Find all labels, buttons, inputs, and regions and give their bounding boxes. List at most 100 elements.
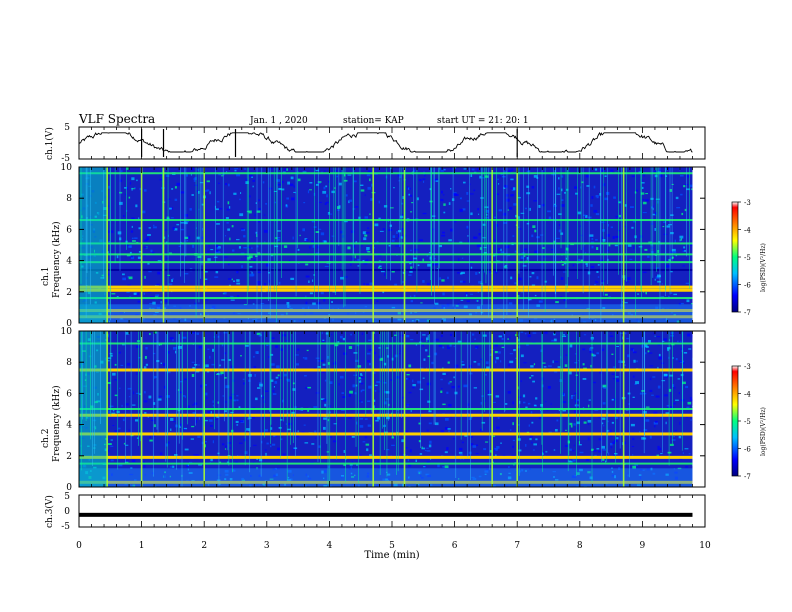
- spec-noise: [314, 430, 317, 434]
- spec-noise: [641, 186, 644, 189]
- spec-noise: [255, 351, 259, 354]
- spec-noise: [466, 200, 470, 202]
- station-label: station= KAP: [343, 116, 404, 126]
- spec-noise: [654, 174, 658, 178]
- spec-noise: [507, 254, 511, 257]
- spec-noise: [594, 168, 598, 171]
- spec-noise: [477, 290, 480, 293]
- spec-noise: [586, 185, 590, 187]
- spec-noise: [657, 274, 661, 278]
- ch1-spec-ytick-label-5: 10: [61, 163, 73, 173]
- spec-noise: [152, 301, 156, 305]
- spec-noise: [331, 334, 333, 336]
- spec-noise: [262, 181, 265, 184]
- spec-noise: [647, 255, 650, 258]
- spec-noise: [311, 240, 315, 243]
- spec-noise: [292, 388, 296, 391]
- spec-noise: [434, 178, 438, 182]
- spec-noise: [663, 338, 667, 341]
- spec-noise: [648, 340, 651, 343]
- spec-noise: [223, 331, 228, 334]
- spec-noise: [322, 339, 325, 343]
- spec-noise: [313, 406, 317, 409]
- spec-noise: [512, 235, 515, 237]
- spec-noise: [526, 257, 529, 260]
- spec-noise: [445, 418, 449, 421]
- spec-noise: [469, 183, 471, 185]
- spec-noise: [447, 347, 450, 350]
- spec-noise: [225, 385, 230, 389]
- spec-noise: [577, 360, 579, 362]
- spec-noise: [590, 241, 595, 243]
- spec-noise: [129, 181, 132, 185]
- spec-noise: [501, 346, 505, 348]
- spec-noise: [642, 212, 647, 214]
- spec-noise: [500, 442, 502, 444]
- spec-noise: [400, 334, 405, 337]
- spec-noise: [255, 255, 258, 257]
- spec-noise: [326, 194, 328, 198]
- spec-noise: [309, 292, 313, 295]
- spec-noise: [276, 179, 281, 182]
- spec-noise: [600, 280, 605, 282]
- spec-noise: [679, 239, 681, 242]
- spec-noise: [322, 339, 325, 341]
- spec-noise: [676, 207, 681, 209]
- spec-noise: [593, 185, 596, 189]
- spec-noise: [589, 234, 594, 237]
- spec-noise: [568, 461, 573, 463]
- spec-noise: [563, 298, 567, 302]
- spec-noise: [303, 424, 306, 426]
- spec-noise: [543, 366, 547, 368]
- spec-noise: [305, 295, 307, 298]
- spec-noise: [503, 333, 505, 336]
- spec-noise: [193, 180, 196, 182]
- spec-noise: [321, 370, 326, 373]
- spec-noise: [500, 248, 502, 252]
- ch3-waveform-line: [79, 512, 693, 517]
- spec-noise: [601, 348, 604, 351]
- spec-noise: [562, 335, 564, 337]
- spec-noise: [143, 246, 148, 248]
- spec-noise: [282, 334, 286, 337]
- spec-noise: [382, 375, 384, 377]
- spec-noise: [217, 335, 220, 338]
- spec-noise: [204, 278, 208, 280]
- spec-noise: [244, 167, 246, 170]
- spec-noise: [533, 443, 537, 446]
- spec-noise: [580, 186, 582, 189]
- spec-noise: [164, 385, 166, 389]
- spec-noise: [611, 398, 615, 401]
- spec-noise: [108, 241, 111, 243]
- spec-noise: [666, 405, 670, 407]
- spec-noise: [666, 225, 670, 228]
- spec-noise: [654, 420, 658, 423]
- spec-noise: [378, 412, 380, 414]
- spec-noise: [368, 385, 372, 389]
- spec-noise: [207, 258, 211, 261]
- spec-noise: [216, 244, 219, 248]
- spec-noise: [598, 450, 601, 453]
- spec-noise: [190, 174, 192, 176]
- spec-noise: [479, 229, 481, 231]
- spec-noise: [249, 255, 253, 258]
- spec-noise: [132, 459, 136, 463]
- spec-noise: [125, 193, 127, 196]
- spec-noise: [542, 451, 544, 454]
- spec-noise: [337, 341, 340, 343]
- spec-noise: [358, 400, 362, 402]
- spec-noise: [308, 280, 310, 283]
- spec-noise: [531, 284, 536, 287]
- spec-noise: [193, 454, 195, 456]
- spec-noise: [663, 221, 666, 223]
- spec-noise: [509, 429, 512, 431]
- spec-noise: [194, 176, 197, 180]
- spec-noise: [176, 223, 180, 226]
- spec-noise: [304, 375, 307, 377]
- spec-noise: [275, 376, 279, 379]
- spec-noise: [650, 247, 654, 249]
- spec-noise: [258, 199, 260, 202]
- spec-noise: [680, 193, 683, 196]
- ch1-waveform-panel: 5 -5 ch.1(V): [44, 123, 706, 164]
- spec-noise: [454, 364, 459, 368]
